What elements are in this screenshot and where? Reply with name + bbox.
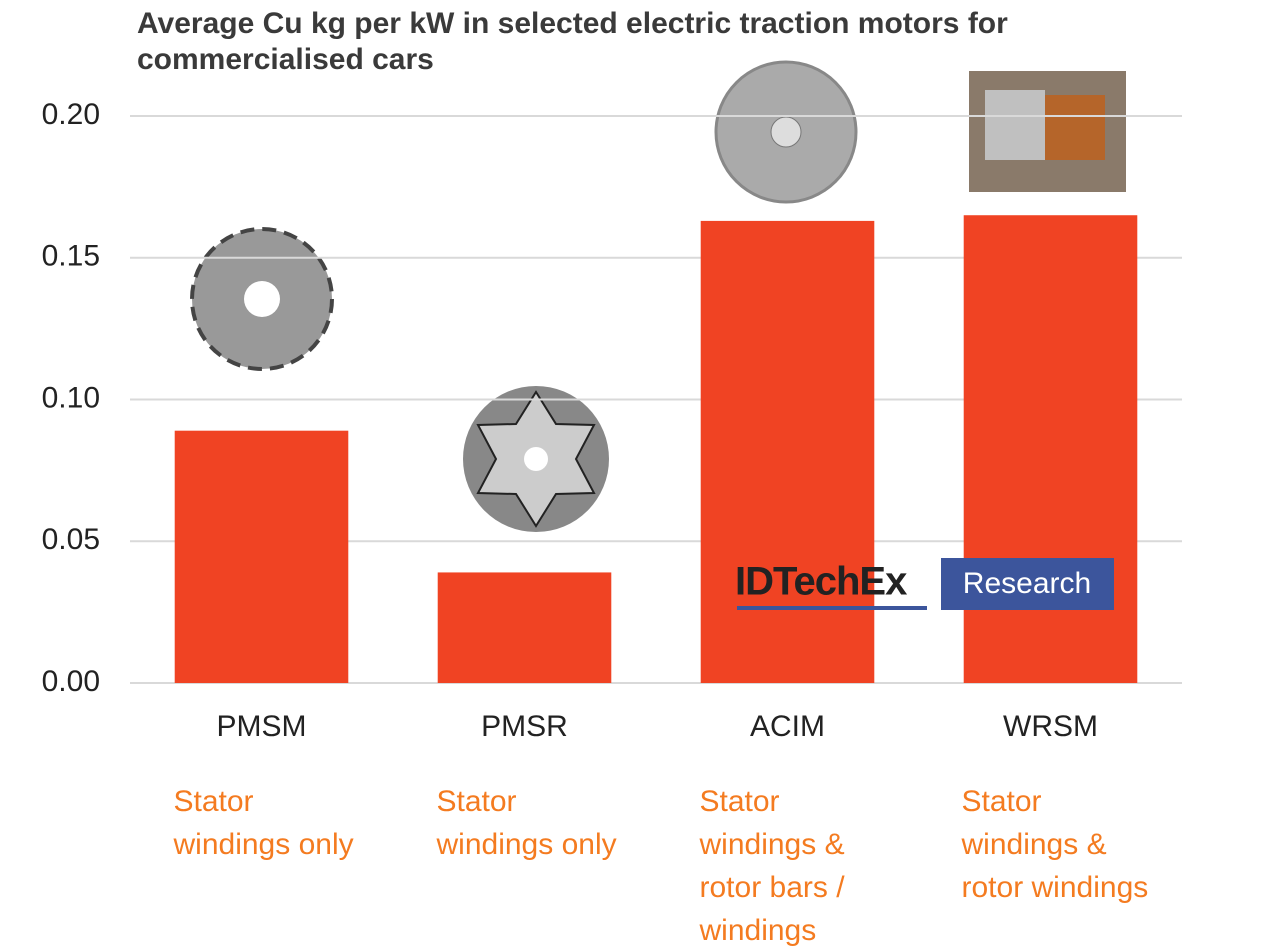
watermark-underline <box>737 606 927 610</box>
y-tick-label: 0.10 <box>42 381 100 414</box>
annotation: windings & <box>961 828 1107 861</box>
x-tick-label: PMSM <box>217 710 307 743</box>
x-tick-label: ACIM <box>750 710 825 743</box>
annotation: windings only <box>436 828 617 861</box>
wrsm-photo-part <box>1045 95 1105 160</box>
annotation: Stator <box>700 785 780 818</box>
chart-title: Average Cu kg per kW in selected electri… <box>137 7 1008 76</box>
bar <box>700 220 875 683</box>
annotation: rotor windings <box>962 871 1149 904</box>
illustrations <box>190 60 1126 532</box>
x-tick-label: WRSM <box>1003 710 1098 743</box>
watermark-brand: IDTechEx <box>735 560 907 604</box>
annotation: windings & <box>699 828 845 861</box>
bar <box>437 572 612 683</box>
watermark-box <box>941 558 1114 610</box>
annotation: Stator <box>437 785 517 818</box>
annotation: Stator <box>174 785 254 818</box>
y-tick-label: 0.15 <box>42 240 100 273</box>
acim-icon-hole <box>770 116 802 148</box>
watermark-research: Research <box>963 567 1091 600</box>
y-tick-label: 0.05 <box>42 523 100 556</box>
pmsm-icon-hole <box>244 281 280 317</box>
bar <box>963 215 1138 683</box>
wrsm-photo-part <box>985 90 1045 160</box>
bar <box>174 430 349 683</box>
x-tick-label: PMSR <box>481 710 568 743</box>
annotation: Stator <box>962 785 1042 818</box>
y-tick-label: 0.00 <box>42 665 100 698</box>
annotation: windings <box>699 914 817 947</box>
pmsr-icon-hole <box>524 447 548 471</box>
annotation: rotor bars / <box>700 871 846 904</box>
y-tick-label: 0.20 <box>42 98 100 131</box>
annotation: windings only <box>173 828 354 861</box>
